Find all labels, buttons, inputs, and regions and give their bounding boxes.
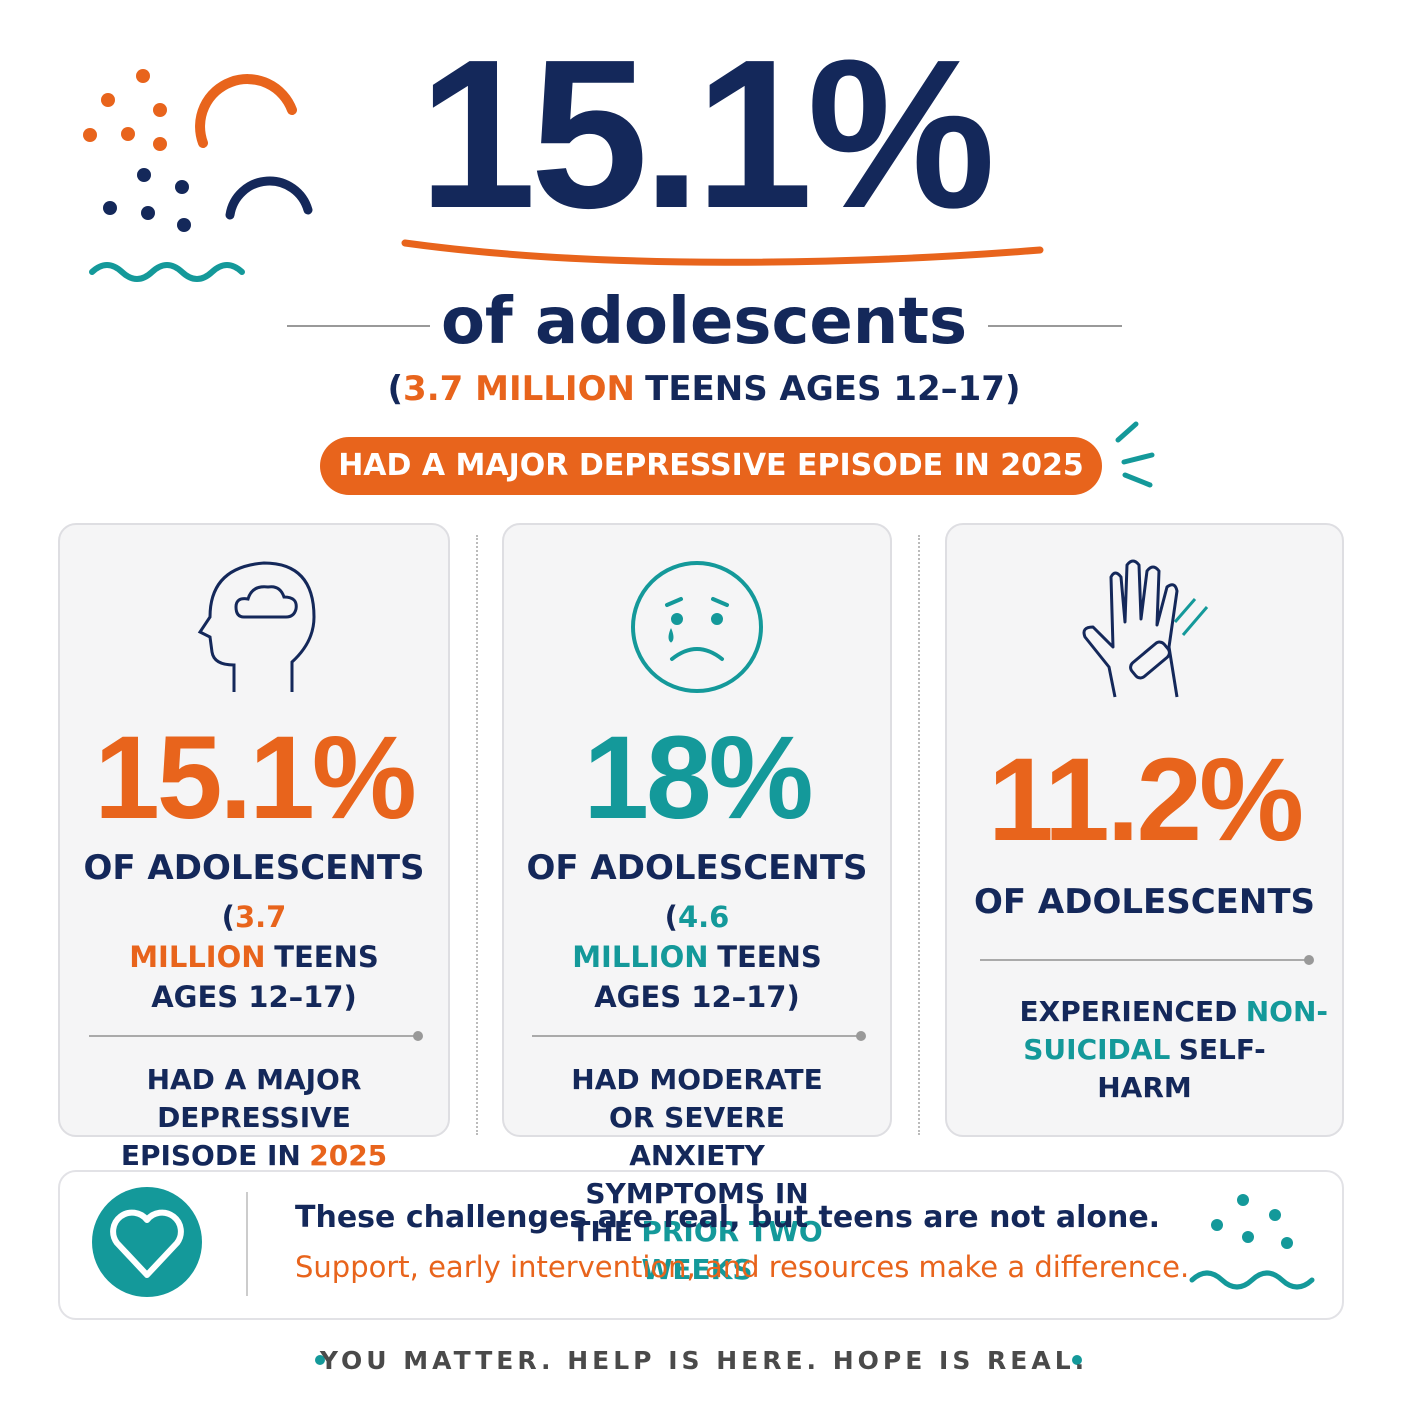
card-detail: (4.6 MILLION TEENS AGES 12–17) [537, 897, 857, 1017]
card-label: OF ADOLESCENTS [83, 848, 425, 888]
hand-icon [1082, 559, 1208, 698]
footer-box [58, 1170, 1344, 1320]
head-icon [197, 561, 316, 692]
stat-card: 11.2% OF ADOLESCENTS EXPERIENCED NON-SUICID… [945, 523, 1344, 1137]
hero-detail: (3.7 MILLION TEENS AGES 12–17) [0, 372, 1408, 406]
card-description: HAD MODERATE OR SEVERE ANXIETY SYMPTOMS … [547, 1061, 847, 1289]
card-label: OF ADOLESCENTS [526, 848, 868, 888]
description-part: NON-SUICIDAL [1023, 995, 1329, 1066]
description-part: HAD A MAJOR DEPRESSIVE EPISODE IN [120, 1063, 362, 1172]
detail-highlight: 3.7 MILLION [403, 369, 635, 409]
description-part: PRIOR TWO WEEKS [641, 1215, 823, 1286]
detail-open: ( [387, 369, 404, 409]
detail-rest: TEENS AGES 12–17) [645, 369, 1021, 409]
detail-open: ( [664, 900, 678, 934]
stat-card: 15.1% OF ADOLESCENTS (3.7 MILLION TEENS AGE… [58, 523, 450, 1172]
sad-face-icon [631, 561, 763, 693]
description-part: 2025 [309, 1139, 388, 1172]
card-stat: 18% [583, 712, 813, 844]
card-description: HAD A MAJOR DEPRESSIVE EPISODE IN 2025 [104, 1061, 404, 1175]
footer-message: Support, early intervention, and resourc… [295, 1250, 1190, 1284]
detail-highlight: 3.7 MILLION [129, 900, 287, 974]
hero-subtitle: of adolescents [440, 285, 968, 359]
divider [979, 955, 1314, 965]
description-part: SELF-HARM [1097, 1033, 1266, 1104]
divider [532, 1031, 866, 1041]
hero-stat: 15.1% [418, 15, 995, 252]
card-detail: (3.7 MILLION TEENS AGES 12–17) [94, 897, 414, 1017]
detail-open: ( [221, 900, 235, 934]
footer-message: These challenges are real, but teens are… [295, 1200, 1161, 1235]
detail-rest: TEENS AGES 12–17) [594, 940, 822, 1014]
card-stat: 11.2% [987, 734, 1304, 866]
separator [918, 535, 920, 1135]
divider [89, 1031, 423, 1041]
stat-card: 18% OF ADOLESCENTS (4.6 MILLION TEENS AGES … [502, 523, 892, 1286]
detail-highlight: 4.6 MILLION [572, 900, 730, 974]
card-stat: 15.1% [94, 712, 417, 844]
card-label: OF ADOLESCENTS [973, 882, 1316, 922]
separator [476, 535, 478, 1135]
description-part: EXPERIENCED [1019, 995, 1238, 1028]
tagline: YOU MATTER. HELP IS HERE. HOPE IS REAL. [319, 1346, 1089, 1375]
card-description: EXPERIENCED NON-SUICIDAL SELF-HARM [1019, 993, 1329, 1107]
description-part: HAD MODERATE OR SEVERE ANXIETY SYMPTOMS … [571, 1063, 823, 1248]
detail-rest: TEENS AGES 12–17) [151, 940, 379, 1014]
badge: HAD A MAJOR DEPRESSIVE EPISODE IN 2025 [320, 437, 1102, 495]
